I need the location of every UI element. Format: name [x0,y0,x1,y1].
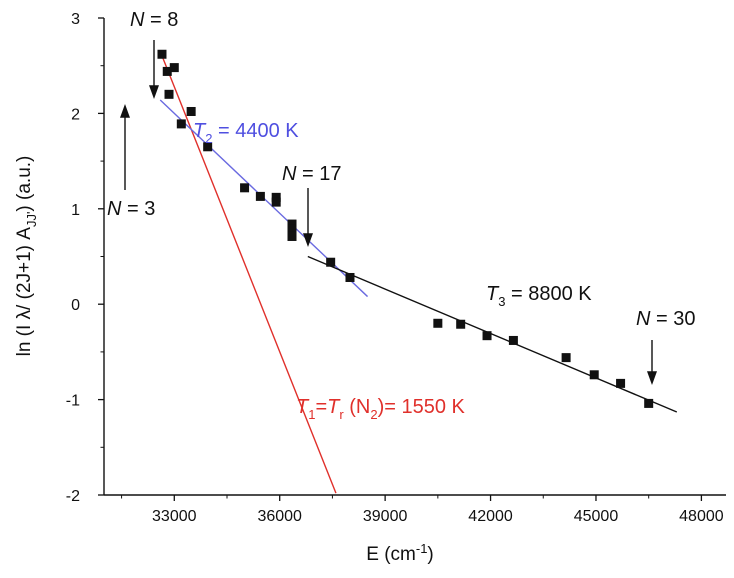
x-tick-label: 33000 [152,508,197,525]
arrow-n30-head [647,371,657,386]
data-point [616,378,626,388]
y-tick-label: 2 [71,106,80,123]
annotation-n30: N = 30 [636,308,696,330]
data-point [482,331,492,341]
data-point [589,370,599,380]
data-points [157,49,654,408]
data-point [433,318,443,328]
data-point [561,353,571,363]
data-point [176,119,186,129]
x-tick-label: 45000 [574,508,619,525]
data-point [271,192,281,202]
annotation-t3: T3 = 8800 K [486,283,592,309]
data-point [164,89,174,99]
annotation-n17: N = 17 [282,163,342,185]
y-tick-label: -2 [66,488,80,505]
ticks: 33000 36000 39000 42000 45000 48000 -2 -1 0 1 2 3 [66,11,724,525]
annotation-arrows [120,40,657,386]
x-tick-label: 42000 [468,508,513,525]
arrow-n3-head [120,103,130,118]
y-tick-label: 3 [71,11,80,28]
data-point [255,191,265,201]
y-tick-label: 1 [71,202,80,219]
x-axis-title: E (cm-1) [366,541,434,565]
fit-lines [159,51,678,494]
data-point [345,272,355,282]
arrow-n17-head [303,233,313,248]
y-tick-label: -1 [66,393,80,410]
data-point [456,319,466,329]
x-tick-label: 36000 [257,508,302,525]
annotation-n3: N = 3 [107,198,155,220]
y-tick-label: 0 [71,297,80,314]
data-point [169,63,179,73]
data-point [271,197,281,207]
annotation-t2: T2 = 4400 K [193,120,299,146]
data-point [326,257,336,267]
fit-line-t3 [307,255,678,413]
data-point [287,219,297,229]
data-point [186,106,196,116]
fit-line-t1 [159,51,337,494]
data-point [508,335,518,345]
data-point [287,231,297,241]
arrow-n8-head [149,85,159,100]
data-point [287,224,297,234]
data-point [644,398,654,408]
annotation-t1: T1=Tr (N2)= 1550 K [296,396,466,422]
data-point [157,49,167,59]
data-point [240,183,250,193]
x-tick-label: 39000 [363,508,408,525]
axes [103,18,726,496]
x-tick-label: 48000 [679,508,724,525]
data-point [203,142,213,152]
annotation-n8: N = 8 [130,9,178,31]
data-point [162,66,172,76]
y-axis-title: ln (I λ/ (2J+1) AJJ') (a.u.) [14,156,39,357]
